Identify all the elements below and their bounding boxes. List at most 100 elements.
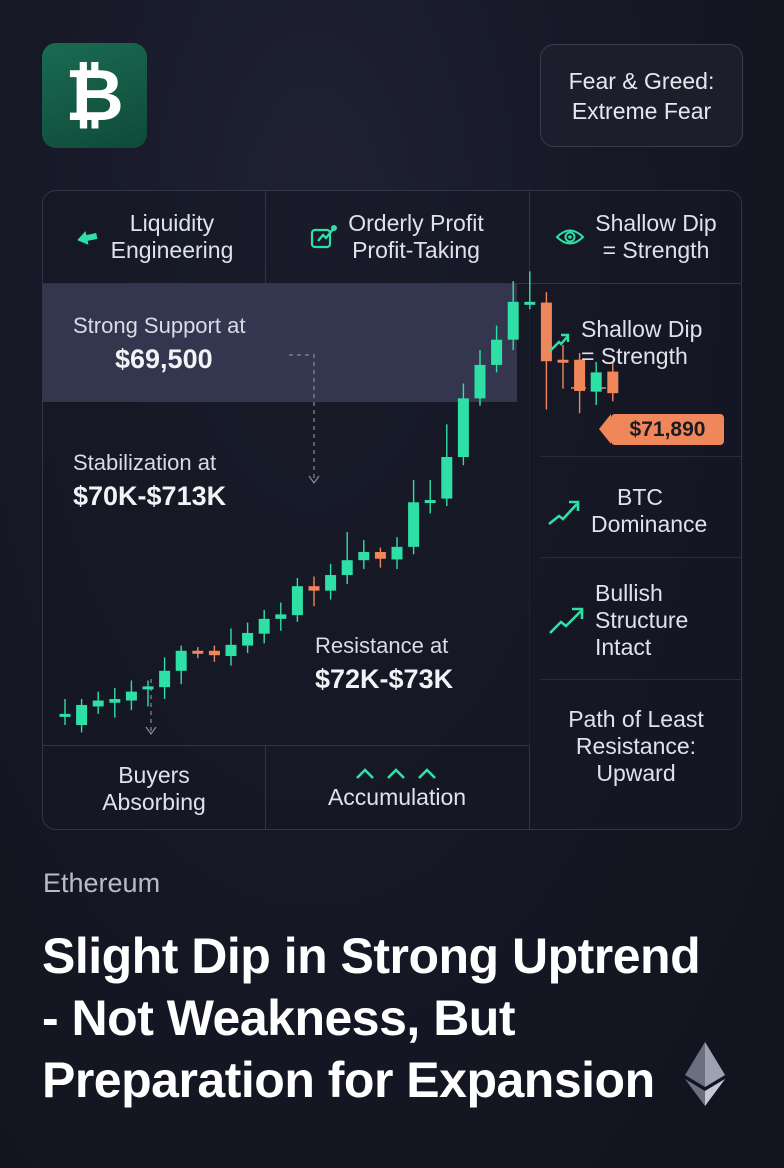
tile-line: = Strength xyxy=(602,237,710,263)
bitcoin-logo: ₿ xyxy=(42,43,147,148)
support-annotation: Strong Support at $69,500 xyxy=(73,311,245,377)
candle-body xyxy=(242,632,254,646)
candle-body xyxy=(325,575,337,591)
chart-panel: Liquidity Engineering Orderly Profit Profi… xyxy=(42,190,742,830)
asset-subtitle: Ethereum xyxy=(43,868,161,898)
candle-body xyxy=(258,618,270,634)
candle-body xyxy=(175,650,187,671)
candle-body xyxy=(341,560,353,576)
divider xyxy=(265,191,266,283)
divider xyxy=(43,745,529,746)
candle-body xyxy=(590,372,602,392)
candle-body xyxy=(557,359,569,363)
tile-shallow-dip-right: Shallow Dip = Strength xyxy=(547,303,741,383)
ethereum-icon xyxy=(685,1042,725,1106)
candlestick-chart xyxy=(59,271,619,736)
divider xyxy=(529,191,530,283)
annotation-connector xyxy=(289,354,315,481)
candle-body xyxy=(491,339,503,365)
tile-line: = Strength xyxy=(581,343,688,369)
candle-body xyxy=(391,546,403,560)
tile-line: Dominance xyxy=(591,511,708,537)
candle-body xyxy=(225,644,237,656)
divider xyxy=(529,283,530,745)
tile-btc-dominance: BTC Dominance xyxy=(547,471,741,551)
fear-greed-value: Extreme Fear xyxy=(571,97,712,124)
current-price-tag: $71,890 xyxy=(599,414,724,445)
tile-shallow-dip-top: Shallow Dip = Strength xyxy=(529,191,741,283)
tile-bullish-structure: Bullish Structure Intact xyxy=(547,575,741,665)
tile-line: Structure xyxy=(595,606,689,633)
annotation-arrow xyxy=(308,475,320,485)
edit-chart-icon xyxy=(311,225,338,249)
tile-liquidity-engineering: Liquidity Engineering xyxy=(43,191,265,283)
candle-body xyxy=(408,502,420,547)
stabilization-annotation: Stabilization at $70K-$713K xyxy=(73,448,226,514)
candle-body xyxy=(208,650,220,656)
annotation-arrow xyxy=(145,726,157,736)
support-zone-highlight xyxy=(43,284,517,402)
support-label: Strong Support at xyxy=(73,313,246,338)
candle-body xyxy=(424,500,436,504)
tile-line: Buyers xyxy=(118,761,190,788)
divider xyxy=(541,557,741,558)
tile-line: Engineering xyxy=(110,237,234,263)
candle-body xyxy=(308,586,320,591)
tile-line: Profit-Taking xyxy=(352,237,480,263)
resistance-value: $72K-$73K xyxy=(315,664,454,694)
trend-up-icon xyxy=(548,500,580,526)
candle-body xyxy=(159,670,171,688)
support-value: $69,500 xyxy=(115,344,213,374)
candle-body xyxy=(76,704,88,726)
divider xyxy=(541,679,741,680)
tile-path-least-resistance: Path of Least Resistance: Upward xyxy=(529,691,741,801)
stabilization-value: $70K-$713K xyxy=(73,481,227,511)
candle-body xyxy=(275,614,287,619)
tile-accumulation: Accumulation xyxy=(265,746,529,829)
chevrons-up-icon xyxy=(356,768,436,779)
trend-up-icon xyxy=(549,607,584,634)
candle-body xyxy=(92,700,104,707)
tile-line: Bullish xyxy=(595,579,663,606)
candle-body xyxy=(457,398,469,457)
eye-icon xyxy=(555,229,585,245)
candle-body xyxy=(524,301,536,305)
candle-body xyxy=(607,371,619,394)
tile-line: Intact xyxy=(595,633,652,660)
candle-body xyxy=(574,359,586,391)
tile-line: BTC xyxy=(617,484,663,510)
candle-body xyxy=(374,552,386,559)
candle-body xyxy=(358,552,370,561)
candle-body xyxy=(192,650,204,654)
candle-body xyxy=(474,364,486,399)
divider xyxy=(529,745,530,829)
tile-line: Orderly Profit xyxy=(348,210,484,236)
divider xyxy=(541,456,741,457)
headline: Slight Dip in Strong Uptrend - Not Weakne… xyxy=(42,928,701,1108)
tile-line: Resistance: xyxy=(575,732,697,759)
tile-line: Shallow Dip xyxy=(581,316,703,342)
fear-greed-badge: Fear & Greed: Extreme Fear xyxy=(540,44,743,147)
candle-body xyxy=(109,699,121,703)
trend-up-icon xyxy=(549,333,570,352)
tile-orderly-profit: Orderly Profit Profit-Taking xyxy=(265,191,529,283)
tile-line: Absorbing xyxy=(102,788,206,815)
resistance-annotation: Resistance at $72K-$73K xyxy=(315,631,453,697)
candle-body xyxy=(142,686,154,690)
tile-line: Liquidity xyxy=(129,210,215,236)
tile-line: Accumulation xyxy=(327,784,467,810)
tile-buyers-absorbing: Buyers Absorbing xyxy=(43,746,265,829)
candle-body xyxy=(125,691,137,701)
fear-greed-label: Fear & Greed: xyxy=(568,67,715,94)
candle-body xyxy=(441,457,453,499)
tile-line: Path of Least xyxy=(568,705,704,732)
candle-body xyxy=(540,302,552,362)
candle-body xyxy=(291,586,303,616)
arrow-icon xyxy=(76,231,98,245)
tile-line: Upward xyxy=(596,759,676,786)
tile-line: Shallow Dip xyxy=(595,210,717,236)
candle-body xyxy=(59,713,71,717)
divider xyxy=(265,745,266,829)
candle-body xyxy=(507,301,519,340)
stabilization-label: Stabilization at xyxy=(73,450,217,475)
